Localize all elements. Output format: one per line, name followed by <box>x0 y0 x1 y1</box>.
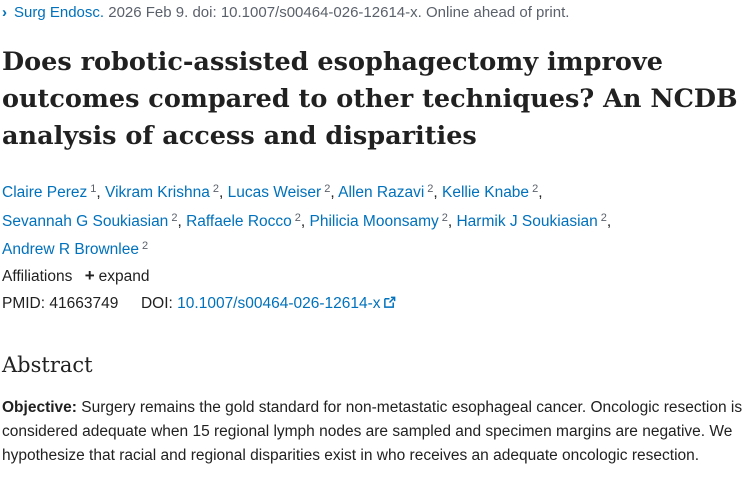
author-affiliation-number[interactable]: 2 <box>532 183 539 195</box>
author-affiliation-number[interactable]: 2 <box>600 211 607 224</box>
author-affiliation-number[interactable]: 2 <box>324 183 331 195</box>
author-name-link[interactable]: Vikram Krishna <box>105 184 210 201</box>
author-name-link[interactable]: Andrew R Brownlee <box>2 241 139 258</box>
author-name-link[interactable]: Raffaele Rocco <box>186 212 292 230</box>
author-affiliation-number[interactable]: 2 <box>141 240 149 252</box>
doi-value: 10.1007/s00464-026-12614-x <box>177 295 381 312</box>
author-separator: , <box>218 184 228 201</box>
author-item: Harmik J Soukiasian 2 <box>456 211 607 230</box>
doi-link[interactable]: 10.1007/s00464-026-12614-x <box>177 295 395 312</box>
author-name-link[interactable]: Claire Perez <box>2 184 88 201</box>
author-name-link[interactable]: Harmik J Soukiasian <box>456 212 598 230</box>
pmid-value: 41663749 <box>49 295 119 312</box>
author-affiliation-number[interactable]: 2 <box>441 211 448 224</box>
author-item: Claire Perez 1 <box>2 183 97 201</box>
citation-details: 2026 Feb 9. doi: 10.1007/s00464-026-1261… <box>108 4 570 21</box>
author-separator: , <box>300 212 310 230</box>
author-separator: , <box>96 184 106 201</box>
author-item: Allen Razavi 2 <box>338 183 434 201</box>
author-name-link[interactable]: Allen Razavi <box>338 184 425 201</box>
citation-line: › Surg Endosc. 2026 Feb 9. doi: 10.1007/s… <box>2 4 569 21</box>
author-name-link[interactable]: Lucas Weiser <box>227 184 322 201</box>
author-item: Andrew R Brownlee 2 <box>2 240 149 258</box>
author-item: Kellie Knabe 2 <box>442 183 539 201</box>
objective-text: Surgery remains the gold standard for no… <box>2 399 743 464</box>
author-separator: , <box>177 212 187 230</box>
external-link-icon <box>383 296 395 308</box>
author-affiliation-number[interactable]: 2 <box>427 183 434 195</box>
pmid-label: PMID: <box>2 295 46 312</box>
author-separator: , <box>433 184 443 201</box>
objective-label: Objective: <box>2 399 77 416</box>
expand-label: expand <box>98 268 150 285</box>
affiliations-expand-button[interactable]: + expand <box>85 266 150 286</box>
affiliations-row: Affiliations + expand <box>2 266 149 286</box>
article-title: Does robotic-assisted esophagectomy impr… <box>2 47 738 151</box>
journal-link[interactable]: Surg Endosc. <box>14 4 105 21</box>
identifiers-row: PMID: 41663749 DOI: 10.1007/s00464-026-1… <box>2 295 396 313</box>
author-list: Claire Perez 1, Vikram Krishna 2, Lucas We… <box>2 177 747 263</box>
author-separator: , <box>447 212 457 230</box>
author-name-link[interactable]: Sevannah G Soukiasian <box>2 212 169 230</box>
author-item: Sevannah G Soukiasian 2 <box>2 211 178 230</box>
author-separator: , <box>606 212 612 230</box>
author-item: Philicia Moonsamy 2 <box>309 211 448 230</box>
chevron-right-icon[interactable]: › <box>2 4 7 21</box>
author-affiliation-number[interactable]: 2 <box>212 183 219 195</box>
author-separator: , <box>330 184 339 201</box>
author-item: Raffaele Rocco 2 <box>186 211 301 230</box>
author-name-link[interactable]: Kellie Knabe <box>442 184 530 201</box>
author-separator: , <box>538 184 543 201</box>
author-name-link[interactable]: Philicia Moonsamy <box>309 212 439 230</box>
author-item: Lucas Weiser 2 <box>227 183 331 201</box>
author-item: Vikram Krishna 2 <box>105 183 219 201</box>
author-affiliation-number[interactable]: 2 <box>171 211 178 224</box>
author-affiliation-number[interactable]: 2 <box>294 211 301 224</box>
plus-icon: + <box>84 266 95 285</box>
abstract-objective: Objective: Surgery remains the gold stan… <box>2 396 746 468</box>
affiliations-label: Affiliations <box>2 268 73 285</box>
author-affiliation-number[interactable]: 1 <box>90 183 97 195</box>
abstract-heading: Abstract <box>2 353 93 377</box>
doi-label: DOI: <box>140 295 173 312</box>
